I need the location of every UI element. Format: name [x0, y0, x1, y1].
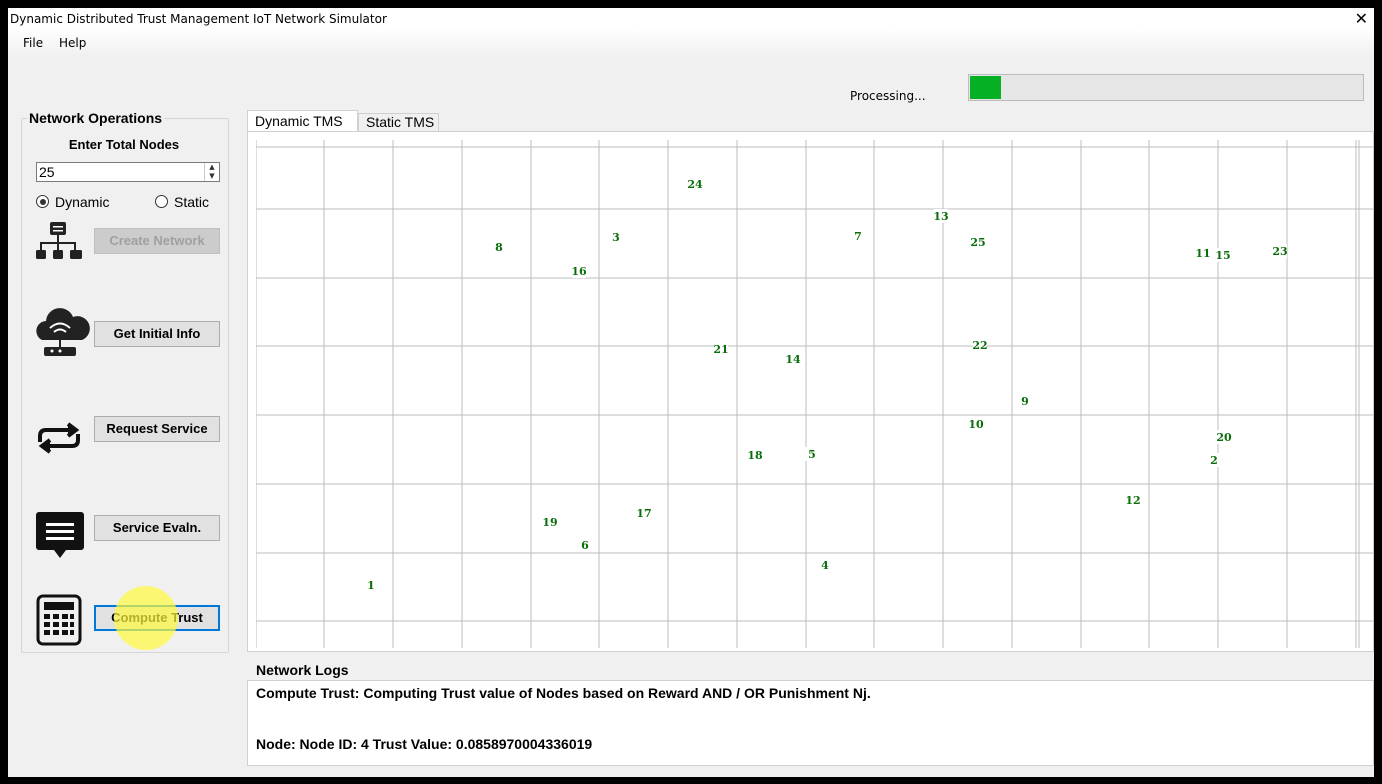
node-label: 7	[854, 230, 862, 243]
radio-label: Static	[174, 194, 210, 210]
node-label: 17	[636, 507, 651, 520]
node-label: 16	[571, 265, 587, 278]
node-label: 1	[367, 579, 375, 592]
node-bg	[969, 417, 983, 431]
node-label: 11	[1195, 247, 1210, 260]
radio-dynamic[interactable]: Dynamic	[36, 194, 109, 210]
menu-item[interactable]: File	[23, 36, 44, 50]
logs-title: Network Logs	[256, 662, 349, 678]
node-label: 25	[970, 236, 985, 249]
node-count-label: Enter Total Nodes	[68, 137, 180, 152]
node-label: 5	[808, 448, 816, 461]
tab-panel: 1 2 3 4 5 6 7 8 9 10 11 12 13 14 15 16 17 18 19 20 21 22 23 24 2…	[247, 131, 1374, 652]
spinner[interactable]: ▲ ▼	[204, 163, 219, 181]
radio-label: Dynamic	[55, 194, 110, 210]
title-bar: Dynamic Distributed Trust Management IoT…	[8, 8, 1374, 31]
node-bg	[688, 177, 702, 191]
node-label: 14	[785, 353, 801, 366]
node-label: 8	[495, 241, 503, 254]
log-line: Node: Node ID: 4 Trust Value: 0.08589700…	[256, 736, 593, 752]
network-icon	[36, 222, 82, 259]
logs-box: Compute Trust: Computing Trust value of …	[247, 680, 1374, 766]
menu-item[interactable]: Help	[59, 36, 87, 50]
node-label: 3	[612, 231, 620, 244]
node-label: 13	[933, 210, 948, 223]
progress-fill	[970, 76, 1002, 99]
message-icon	[36, 512, 84, 558]
node-label: 9	[1021, 395, 1029, 408]
node-bg	[1216, 248, 1230, 262]
node-label: 19	[542, 516, 557, 529]
tab[interactable]: Dynamic TMS	[247, 110, 358, 131]
node-count-input[interactable]: 25 ▲ ▼	[36, 162, 220, 182]
node-label: 12	[1125, 494, 1140, 507]
window-title: Dynamic Distributed Trust Management IoT…	[10, 12, 387, 26]
node-bg	[1207, 453, 1221, 467]
button[interactable]: Service Evaln.	[94, 515, 220, 541]
node-bg	[1126, 493, 1140, 507]
node-bg	[364, 578, 378, 592]
node-bg	[543, 515, 557, 529]
node-label: 6	[581, 539, 589, 552]
status-text: Processing...	[850, 89, 926, 103]
group-title: Network Operations	[27, 110, 165, 126]
logs-group: Network Logs Compute Trust: Computing Tr…	[247, 660, 1374, 777]
button[interactable]: Compute Trust	[94, 605, 220, 631]
radio-circle	[36, 195, 49, 208]
exchange-icon	[38, 422, 80, 454]
tab[interactable]: Static TMS	[358, 113, 439, 131]
node-bg	[1273, 244, 1287, 258]
app-window: Dynamic Distributed Trust Management IoT…	[8, 8, 1374, 777]
node-bg	[1018, 394, 1032, 408]
node-bg	[572, 264, 586, 278]
node-bg	[934, 209, 948, 223]
node-bg	[1196, 246, 1210, 260]
node-bg	[1217, 430, 1231, 444]
node-bg	[851, 229, 865, 243]
node-label: 4	[821, 559, 829, 572]
node-bg	[637, 506, 651, 520]
radio-static[interactable]: Static	[155, 194, 209, 210]
node-count-value: 25	[39, 164, 55, 180]
node-bg	[971, 235, 985, 249]
progress-bar	[968, 74, 1364, 101]
node-bg	[818, 558, 832, 572]
node-label: 23	[1272, 245, 1287, 258]
icons	[36, 222, 90, 646]
close-button[interactable]: ✕	[1354, 9, 1368, 28]
node-label: 10	[968, 418, 984, 431]
node-label: 24	[687, 178, 703, 191]
node-bg	[492, 240, 506, 254]
node-label: 18	[747, 449, 763, 462]
node-bg	[805, 447, 819, 461]
node-label: 21	[713, 343, 728, 356]
node-bg	[748, 448, 762, 462]
button[interactable]: Create Network	[94, 228, 220, 254]
node-bg	[578, 538, 592, 552]
node-label: 2	[1210, 454, 1218, 467]
node-bg	[786, 352, 800, 366]
calculator-icon	[36, 594, 82, 646]
button[interactable]: Get Initial Info	[94, 321, 220, 347]
cloud-icon	[36, 308, 90, 356]
node-bg	[609, 230, 623, 244]
node-label: 20	[1216, 431, 1232, 444]
button[interactable]: Request Service	[94, 416, 220, 442]
radio-circle	[155, 195, 168, 208]
node-label: 22	[972, 339, 987, 352]
log-line: Compute Trust: Computing Trust value of …	[256, 685, 871, 701]
node-bg	[973, 338, 987, 352]
node-label: 15	[1215, 249, 1230, 262]
menu-bar: File Help	[8, 31, 1374, 55]
node-bg	[714, 342, 728, 356]
